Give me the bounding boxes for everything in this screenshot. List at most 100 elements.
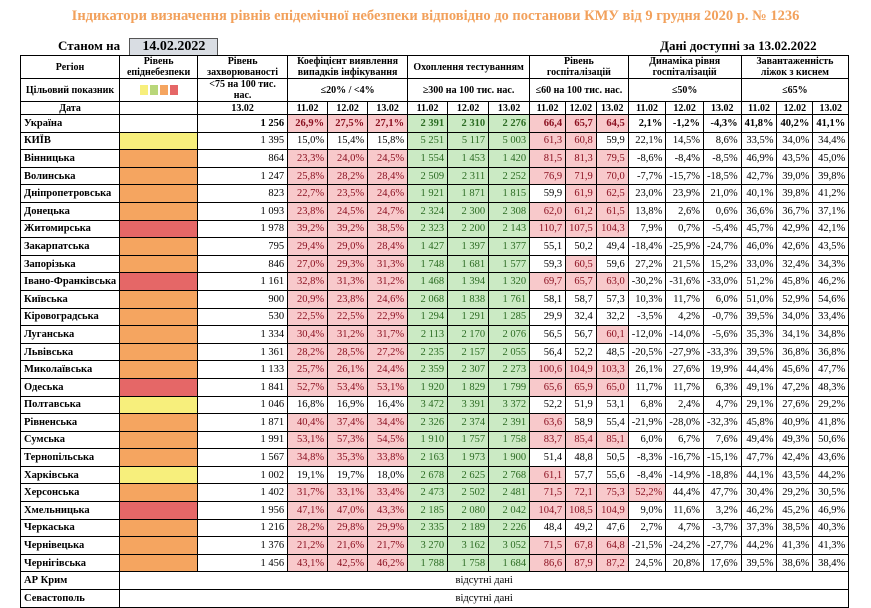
incidence-cell: 1 161 (197, 272, 289, 291)
value-cell: 1 799 (488, 377, 531, 397)
value-cell: 65,0 (595, 377, 629, 397)
value-cell: 50,2 (565, 237, 597, 256)
value-cell: -5,4% (702, 219, 742, 239)
value-cell: 21,0% (702, 184, 742, 203)
value-cell: 47,0% (327, 501, 369, 520)
table-row-no-data: Севастополь відсутні дані (19, 589, 850, 608)
value-cell: 20,8% (665, 553, 704, 573)
value-cell: 41,3% (812, 536, 850, 555)
page-title: Індикатори визначення рівнів епідемічної… (71, 8, 800, 24)
value-cell: 41,1% (812, 114, 850, 133)
value-cell: 64,5 (595, 114, 629, 133)
level-cell (119, 219, 199, 239)
region-name: Закарпатська (19, 237, 121, 256)
value-cell: -0,7% (702, 307, 742, 327)
value-cell: 1 291 (447, 307, 490, 327)
as-of-label: Станом на (58, 38, 121, 53)
value-cell: 43,5% (776, 149, 814, 168)
incidence-cell: 1 567 (197, 448, 289, 467)
value-cell: 2 308 (488, 201, 531, 221)
header-indicator: Цільовий показник (19, 78, 121, 102)
value-cell: 23,8% (287, 201, 329, 221)
value-cell: 45,8% (776, 272, 814, 291)
value-cell: 2 170 (447, 325, 490, 344)
data-available-note: Дані доступні за 13.02.2022 (660, 38, 817, 53)
value-cell: 29,0% (327, 237, 369, 256)
value-cell: 61,2 (565, 201, 597, 221)
value-cell: 28,5% (327, 342, 369, 362)
value-cell: 1 748 (407, 254, 449, 274)
level-cell (119, 325, 199, 344)
value-cell: 33,1% (327, 483, 369, 503)
value-cell: 33,4% (812, 307, 850, 327)
value-cell: -4,3% (702, 114, 742, 133)
region-name: Черкаська (19, 518, 121, 538)
value-cell: 27,0% (287, 254, 329, 274)
header-level: Рівень епіднебезпеки (119, 55, 199, 79)
value-cell: 21,2% (287, 536, 329, 555)
value-cell: 2 324 (407, 201, 449, 221)
value-cell: 40,3% (812, 518, 850, 538)
value-cell: 23,8% (327, 289, 369, 309)
value-cell: 1 681 (447, 254, 490, 274)
value-cell: 2 374 (447, 413, 490, 432)
value-cell: 2,1% (627, 114, 667, 133)
region-name: Івано-Франківська (19, 272, 121, 291)
value-cell: 11,6% (665, 501, 704, 520)
value-cell: 24,5% (327, 201, 369, 221)
value-cell: 51,9 (565, 395, 597, 415)
value-cell: 22,5% (327, 307, 369, 327)
level-cell (119, 131, 199, 151)
level-cell (119, 536, 199, 555)
value-cell: 2 310 (447, 114, 490, 133)
value-cell: 6,3% (702, 377, 742, 397)
value-cell: 16,9% (327, 395, 369, 415)
table-row: Полтавська 1 046 16,8% 16,9% 16,4% 3 472 3 391… (19, 395, 850, 415)
value-cell: 16,8% (287, 395, 329, 415)
value-cell: 49,1% (740, 377, 778, 397)
value-cell: 3 052 (488, 536, 531, 555)
value-cell: -21,5% (627, 536, 667, 555)
region-name: Волинська (19, 166, 121, 186)
value-cell: 61,9 (565, 184, 597, 203)
value-cell: 2 042 (488, 501, 531, 520)
value-cell: 55,6 (595, 465, 629, 485)
value-cell: 30,5% (812, 483, 850, 503)
header-hosp-dyn: Динаміка рівня госпіталізацій (627, 55, 742, 79)
value-cell: -27,7% (702, 536, 742, 555)
value-cell: 47,6 (595, 518, 629, 538)
value-cell: 25,7% (287, 360, 329, 379)
value-cell: 58,1 (529, 289, 567, 309)
level-cell (119, 201, 199, 221)
value-cell: 2 200 (447, 219, 490, 239)
value-cell: -20,5% (627, 342, 667, 362)
value-cell: 2 391 (407, 114, 449, 133)
value-cell: 33,5% (740, 131, 778, 151)
region-name: Севастополь (19, 589, 121, 608)
value-cell: 32,4 (565, 307, 597, 327)
value-cell: 42,6% (776, 237, 814, 256)
level-cell (119, 307, 199, 327)
value-cell: 57,3% (327, 430, 369, 450)
value-cell: 79,5 (595, 149, 629, 168)
value-cell: 34,1% (776, 325, 814, 344)
value-cell: -14,9% (665, 465, 704, 485)
table-row: Закарпатська 795 29,4% 29,0% 28,4% 1 427 1 397… (19, 237, 850, 256)
value-cell: 2 473 (407, 483, 449, 503)
value-cell: 44,2% (812, 465, 850, 485)
value-cell: 46,2% (740, 501, 778, 520)
incidence-cell: 1 376 (197, 536, 289, 555)
value-cell: 27,2% (367, 342, 409, 362)
incidence-cell: 1 402 (197, 483, 289, 503)
incidence-cell: 864 (197, 149, 289, 168)
incidence-cell: 1 046 (197, 395, 289, 415)
incidence-cell: 1 456 (197, 553, 289, 573)
level-cell (119, 430, 199, 450)
value-cell: 1 394 (447, 272, 490, 291)
value-cell: 39,5% (740, 342, 778, 362)
value-cell: 24,4% (367, 360, 409, 379)
region-name: Львівська (19, 342, 121, 362)
value-cell: -27,9% (665, 342, 704, 362)
value-cell: 10,3% (627, 289, 667, 309)
table-row: Чернівецька 1 376 21,2% 21,6% 21,7% 3 270 3 16… (19, 536, 850, 555)
